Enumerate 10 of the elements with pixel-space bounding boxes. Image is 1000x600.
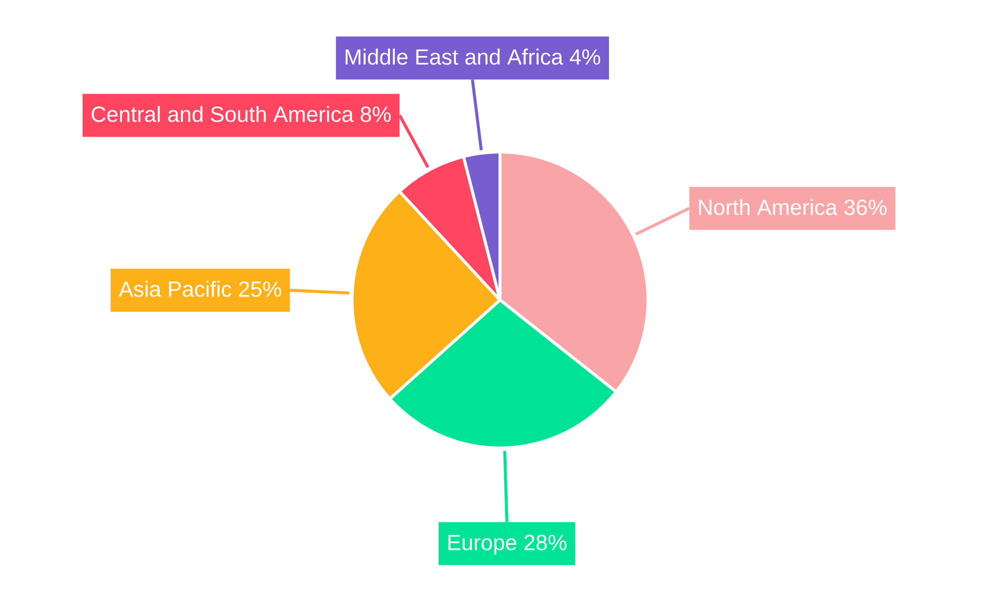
slice-label: Central and South America: [92, 106, 354, 122]
data-label: 28%: [524, 534, 566, 550]
slice-label: Asia Pacific: [118, 280, 232, 297]
slice-label: North America: [699, 199, 838, 216]
data-label: 8%: [360, 106, 391, 122]
data-label: 36%: [844, 200, 887, 216]
data-label: 25%: [239, 281, 282, 297]
slice-label: Middle East and Africa: [346, 48, 564, 65]
slice-label: Europe: [448, 535, 516, 555]
data-label: 4%: [570, 49, 600, 65]
